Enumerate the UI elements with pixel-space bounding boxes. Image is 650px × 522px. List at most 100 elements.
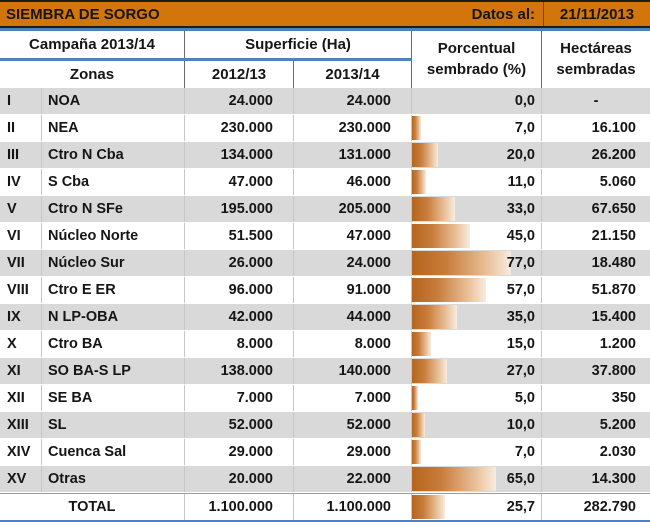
superficie-2012-13-value: 7.000 <box>185 385 294 411</box>
table-row: XII SE BA 7.000 7.000 5,0 350 <box>0 385 650 412</box>
hectares-value: 16.100 <box>591 120 636 136</box>
hectares-value: 5.200 <box>599 417 636 433</box>
superficie-2012-13-value: 134.000 <box>185 142 294 168</box>
superficie-2013-14-value: 230.000 <box>294 115 412 141</box>
total-percent-value: 25,7 <box>506 499 535 515</box>
percent-data-bar <box>412 440 422 464</box>
superficie-2013-14-value: 46.000 <box>294 169 412 195</box>
zone-name: Ctro E ER <box>42 277 185 303</box>
superficie-2012-13-value: 96.000 <box>185 277 294 303</box>
report-date: 21/11/2013 <box>559 5 635 23</box>
hectares-value: 26.200 <box>591 147 636 163</box>
percent-cell: 35,0 <box>412 304 542 330</box>
header-porcentual-line1: Porcentual <box>437 40 516 58</box>
hectares-value: 14.300 <box>591 471 636 487</box>
table-row: IV S Cba 47.000 46.000 11,0 5.060 <box>0 169 650 196</box>
header-porcentual-sembrado: Porcentual sembrado (%) <box>412 31 542 88</box>
percent-cell: 11,0 <box>412 169 542 195</box>
header-hectareas-sembradas: Hectáreas sembradas <box>542 31 650 88</box>
table-row: XIII SL 52.000 52.000 10,0 5.200 <box>0 412 650 439</box>
zone-name: SO BA-S LP <box>42 358 185 384</box>
zone-name: Núcleo Norte <box>42 223 185 249</box>
superficie-2013-14-value: 8.000 <box>294 331 412 357</box>
zone-number: IV <box>0 169 42 195</box>
zone-name: SE BA <box>42 385 185 411</box>
hectares-value: 67.650 <box>591 201 636 217</box>
table-row: III Ctro N Cba 134.000 131.000 20,0 26.2… <box>0 142 650 169</box>
percent-value: 77,0 <box>506 255 535 271</box>
superficie-2012-13-value: 195.000 <box>185 196 294 222</box>
percent-data-bar <box>412 143 438 167</box>
zone-number: XIV <box>0 439 42 465</box>
superficie-2012-13-value: 47.000 <box>185 169 294 195</box>
hectares-value: 18.480 <box>591 255 636 271</box>
percent-value: 20,0 <box>506 147 535 163</box>
superficie-2013-14-value: 140.000 <box>294 358 412 384</box>
zone-name: Núcleo Sur <box>42 250 185 276</box>
superficie-2012-13-value: 138.000 <box>185 358 294 384</box>
header-col-2012-13: 2012/13 <box>185 61 294 88</box>
superficie-2013-14-value: 205.000 <box>294 196 412 222</box>
table-row: VI Núcleo Norte 51.500 47.000 45,0 21.15… <box>0 223 650 250</box>
percent-cell: 10,0 <box>412 412 542 438</box>
header-superficie: Superficie (Ha) <box>185 31 412 58</box>
header-zonas: Zonas <box>0 61 185 88</box>
zone-number: VIII <box>0 277 42 303</box>
table-row: XI SO BA-S LP 138.000 140.000 27,0 37.80… <box>0 358 650 385</box>
percent-cell: 65,0 <box>412 466 542 492</box>
zone-number: XV <box>0 466 42 492</box>
superficie-2012-13-value: 20.000 <box>185 466 294 492</box>
percent-value: 45,0 <box>506 228 535 244</box>
percent-cell: 45,0 <box>412 223 542 249</box>
hectares-value: - <box>593 93 599 109</box>
superficie-2012-13-value: 26.000 <box>185 250 294 276</box>
zone-number: I <box>0 88 42 114</box>
total-percent-cell: 25,7 <box>412 494 542 520</box>
table-row: VIII Ctro E ER 96.000 91.000 57,0 51.870 <box>0 277 650 304</box>
percent-cell: 20,0 <box>412 142 542 168</box>
total-hectares-value: 282.790 <box>583 499 636 515</box>
superficie-2012-13-value: 42.000 <box>185 304 294 330</box>
table-row: VII Núcleo Sur 26.000 24.000 77,0 18.480 <box>0 250 650 277</box>
zone-name: NEA <box>42 115 185 141</box>
superficie-2013-14-value: 24.000 <box>294 88 412 114</box>
percent-data-bar <box>412 467 496 491</box>
percent-value: 27,0 <box>506 363 535 379</box>
table-header: Campaña 2013/14 Superficie (Ha) Zonas 20… <box>0 31 650 88</box>
percent-value: 5,0 <box>514 390 535 406</box>
superficie-2012-13-value: 8.000 <box>185 331 294 357</box>
zone-number: X <box>0 331 42 357</box>
total-label: TOTAL <box>0 494 185 520</box>
percent-value: 35,0 <box>506 309 535 325</box>
percent-cell: 77,0 <box>412 250 542 276</box>
percent-data-bar <box>412 170 427 194</box>
percent-data-bar <box>412 278 486 302</box>
superficie-2013-14-value: 24.000 <box>294 250 412 276</box>
superficie-2013-14-value: 29.000 <box>294 439 412 465</box>
header-campana: Campaña 2013/14 <box>0 31 185 58</box>
blue-accent-line-middle <box>0 58 412 61</box>
zone-name: Ctro BA <box>42 331 185 357</box>
zone-name: Ctro N SFe <box>42 196 185 222</box>
zone-name: S Cba <box>42 169 185 195</box>
hectares-value: 1.200 <box>599 336 636 352</box>
percent-data-bar <box>412 332 432 356</box>
zone-name: N LP-OBA <box>42 304 185 330</box>
percent-value: 10,0 <box>506 417 535 433</box>
blue-accent-line-bottom <box>0 520 650 522</box>
superficie-2012-13-value: 24.000 <box>185 88 294 114</box>
superficie-2012-13-value: 51.500 <box>185 223 294 249</box>
title-divider <box>543 2 544 26</box>
percent-value: 15,0 <box>506 336 535 352</box>
table-body: I NOA 24.000 24.000 0,0 - II NEA 230.000… <box>0 88 650 520</box>
superficie-2012-13-value: 29.000 <box>185 439 294 465</box>
superficie-2013-14-value: 91.000 <box>294 277 412 303</box>
percent-cell: 27,0 <box>412 358 542 384</box>
total-row: TOTAL 1.100.000 1.100.000 25,7 282.790 <box>0 493 650 520</box>
percent-value: 33,0 <box>506 201 535 217</box>
percent-cell: 57,0 <box>412 277 542 303</box>
percent-data-bar <box>412 386 419 410</box>
datos-al-label: Datos al: <box>471 5 535 23</box>
zone-number: III <box>0 142 42 168</box>
